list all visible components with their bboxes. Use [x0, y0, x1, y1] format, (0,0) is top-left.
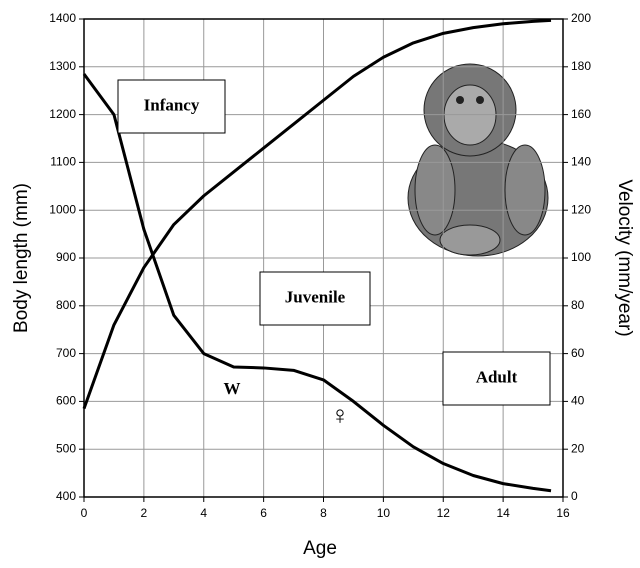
y2-tick-label: 20	[571, 441, 585, 455]
annotation-box	[442, 351, 551, 406]
y-tick-label: 900	[56, 250, 76, 264]
annotation: ♀	[330, 401, 350, 430]
y2-tick-label: 200	[571, 11, 591, 25]
y-tick-label: 600	[56, 394, 76, 408]
x-tick-label: 4	[200, 506, 207, 520]
annotation: Adult	[476, 367, 518, 386]
y2-tick-label: 140	[571, 155, 591, 169]
y-tick-label: 1400	[49, 11, 76, 25]
y-tick-label: 500	[56, 441, 76, 455]
y-tick-label: 1000	[49, 202, 76, 216]
y-tick-label: 800	[56, 298, 76, 312]
plot-frame	[83, 18, 564, 498]
y2-tick-label: 120	[571, 202, 591, 216]
x-tick-label: 14	[496, 506, 510, 520]
annotation-box	[117, 79, 226, 134]
y-tick-label: 1200	[49, 107, 76, 121]
y2-tick-label: 100	[571, 250, 591, 264]
x-tick-label: 12	[437, 506, 451, 520]
annotation: Infancy	[144, 95, 200, 114]
y2-tick-label: 80	[571, 298, 585, 312]
y2-tick-label: 180	[571, 59, 591, 73]
y-tick-label: 700	[56, 346, 76, 360]
x-axis-label: Age	[303, 538, 337, 559]
y2-axis-label: Velocity (mm/year)	[614, 179, 635, 336]
y-tick-label: 1300	[49, 59, 76, 73]
y2-tick-label: 40	[571, 394, 585, 408]
data-line	[82, 18, 552, 410]
annotation-box	[259, 271, 371, 326]
y-axis-label: Body length (mm)	[11, 183, 32, 333]
y-tick-label: 1100	[50, 155, 76, 169]
data-line	[82, 73, 552, 493]
chimp-illustration	[407, 63, 549, 257]
x-tick-label: 16	[556, 506, 570, 520]
y2-tick-label: 60	[571, 346, 585, 360]
y2-tick-label: 0	[571, 489, 578, 503]
annotation: Juvenile	[285, 287, 346, 306]
annotation: W	[224, 379, 241, 398]
y-tick-label: 400	[56, 489, 76, 503]
x-tick-label: 0	[81, 506, 88, 520]
x-tick-label: 2	[141, 506, 148, 520]
x-tick-label: 10	[377, 506, 391, 520]
y2-tick-label: 160	[571, 107, 591, 121]
x-tick-label: 8	[320, 506, 327, 520]
x-tick-label: 6	[260, 506, 267, 520]
